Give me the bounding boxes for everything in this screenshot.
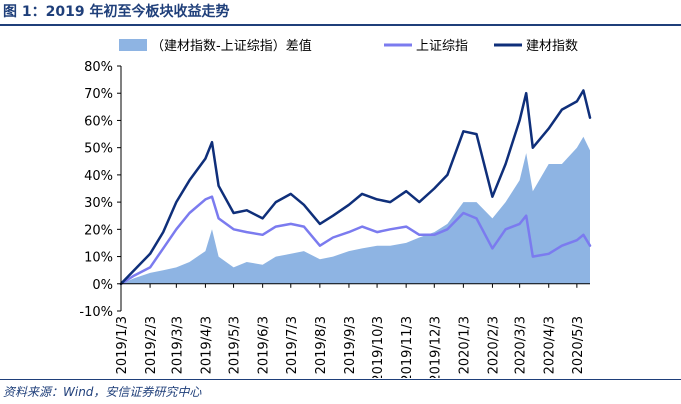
y-tick-label: 70% <box>84 87 113 102</box>
figure-title: 图 1：2019 年初至今板块收益走势 <box>3 4 230 20</box>
x-tick-label: 2019/5/3 <box>228 316 243 374</box>
x-tick-label: 2019/9/3 <box>343 316 358 374</box>
legend-area-label: （建材指数-上证综指）差值 <box>151 38 312 54</box>
y-tick-label: 40% <box>84 169 113 184</box>
y-tick-label: 10% <box>84 251 113 266</box>
title-rule <box>0 24 681 26</box>
x-tick-label: 2019/6/3 <box>257 316 272 374</box>
plot-area: -10% 0% 10% 20% 30% 40% 50% 60% 70% 80% 2019/1/3 20… <box>79 60 592 378</box>
x-tick-label: 2020/1/3 <box>457 316 472 374</box>
y-tick-label: 20% <box>84 223 113 238</box>
x-tick-label: 2020/4/3 <box>543 316 558 374</box>
legend-line2-label: 建材指数 <box>526 39 578 54</box>
y-tick-label: 0% <box>92 278 113 293</box>
y-tick-label: 50% <box>84 142 113 157</box>
x-tick-label: 2020/2/3 <box>486 316 501 374</box>
series-line-shanghai-composite <box>119 195 592 286</box>
chart-svg: （建材指数-上证综指）差值 上证综指 建材指数 -10% 0% 10% 20% 30% 4… <box>79 38 592 378</box>
x-tick-label: 2019/7/3 <box>285 316 300 374</box>
source-note: 资料来源：Wind，安信证券研究中心 <box>3 385 202 399</box>
series-area-difference <box>121 136 590 284</box>
y-tick-label: -10% <box>79 305 113 320</box>
x-tick-label: 2019/11/3 <box>400 316 415 378</box>
x-tick-label: 2019/10/3 <box>371 316 386 378</box>
x-tick-label: 2019/3/3 <box>170 316 185 374</box>
y-tick-label: 60% <box>84 114 113 129</box>
y-tick-label: 80% <box>84 60 113 75</box>
legend: （建材指数-上证综指）差值 上证综指 建材指数 <box>119 38 578 54</box>
x-tick-label: 2019/4/3 <box>199 316 214 374</box>
legend-line1-label: 上证综指 <box>416 39 468 54</box>
x-tick-label: 2020/5/3 <box>571 316 586 374</box>
x-tick-label: 2019/12/3 <box>428 316 443 378</box>
x-tick-label: 2019/8/3 <box>314 316 329 374</box>
series-line-building-materials <box>119 89 592 286</box>
x-tick-label: 2019/1/3 <box>115 316 130 374</box>
x-tick-label: 2020/3/3 <box>514 316 529 374</box>
x-tick-label: 2019/2/3 <box>144 316 159 374</box>
y-tick-label: 30% <box>84 196 113 211</box>
legend-area-swatch <box>119 39 147 51</box>
source-rule <box>0 379 681 380</box>
